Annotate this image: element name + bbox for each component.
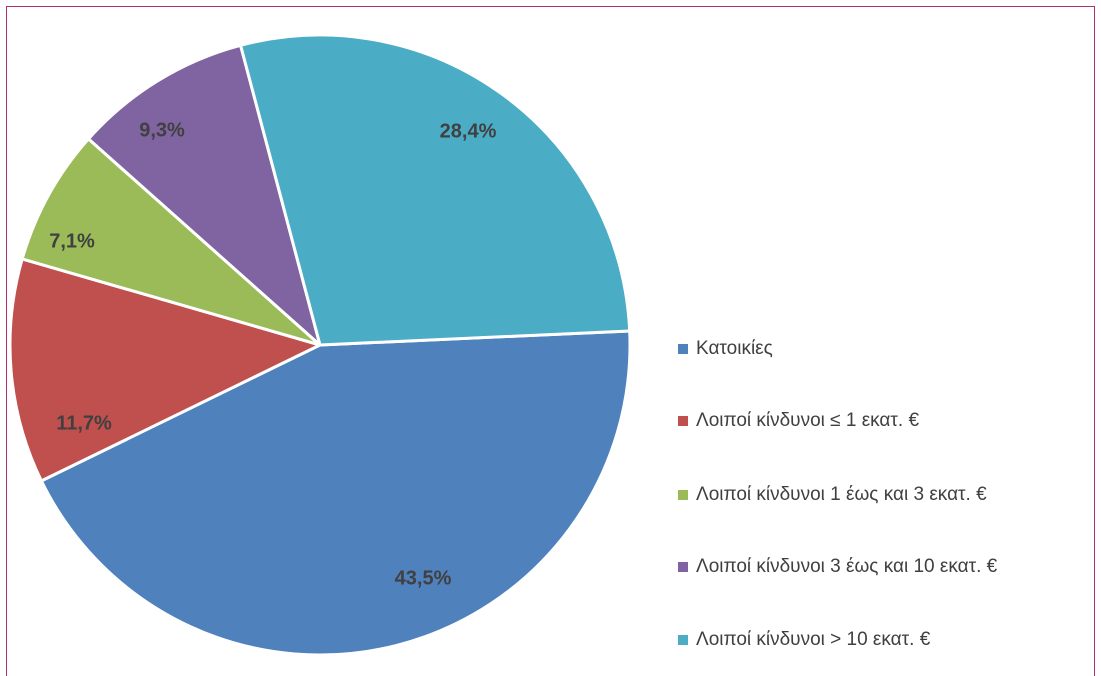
- data-label-loipoi-gt-10: 28,4%: [440, 120, 497, 142]
- pie-slice-loipoi-3-10[interactable]: [86, 43, 322, 347]
- pie-slice-katoikies[interactable]: [39, 329, 632, 657]
- pie-slices: [8, 33, 632, 657]
- legend-swatch: [678, 490, 688, 500]
- chart-frame: [6, 6, 1095, 676]
- legend-item-loipoi-3-10[interactable]: Λοιποί κίνδυνοι 3 έως και 10 εκατ. €: [678, 552, 997, 582]
- legend-label: Λοιποί κίνδυνοι 1 έως και 3 εκατ. €: [696, 484, 987, 505]
- legend-item-loipoi-gt-10[interactable]: Λοιποί κίνδυνοι > 10 εκατ. €: [678, 625, 930, 655]
- legend-swatch: [678, 635, 688, 645]
- pie-slice-loipoi-gt-10[interactable]: [239, 33, 632, 347]
- legend-swatch: [678, 416, 688, 426]
- data-label-katoikies: 43,5%: [395, 567, 452, 589]
- data-label-loipoi-le-1: 11,7%: [56, 412, 112, 434]
- pie-slice-loipoi-1-3[interactable]: [20, 137, 322, 347]
- legend-item-katoikies[interactable]: Κατοικίες: [678, 334, 773, 364]
- legend-swatch: [678, 344, 688, 354]
- data-label-loipoi-1-3: 7,1%: [49, 230, 95, 252]
- legend-label: Λοιποί κίνδυνοι ≤ 1 εκατ. €: [696, 410, 920, 431]
- legend-label: Λοιποί κίνδυνοι 3 έως και 10 εκατ. €: [696, 556, 998, 577]
- legend-item-loipoi-le-1[interactable]: Λοιποί κίνδυνοι ≤ 1 εκατ. €: [678, 406, 919, 436]
- pie-slice-loipoi-le-1[interactable]: [8, 257, 322, 483]
- data-label-loipoi-3-10: 9,3%: [139, 119, 185, 141]
- legend-swatch: [678, 562, 688, 572]
- legend-label: Κατοικίες: [696, 338, 773, 359]
- legend-label: Λοιποί κίνδυνοι > 10 εκατ. €: [696, 629, 931, 650]
- pie-data-labels: 43,5% 11,7% 7,1% 9,3% 28,4%: [49, 119, 496, 589]
- legend-item-loipoi-1-3[interactable]: Λοιποί κίνδυνοι 1 έως και 3 εκατ. €: [678, 480, 987, 510]
